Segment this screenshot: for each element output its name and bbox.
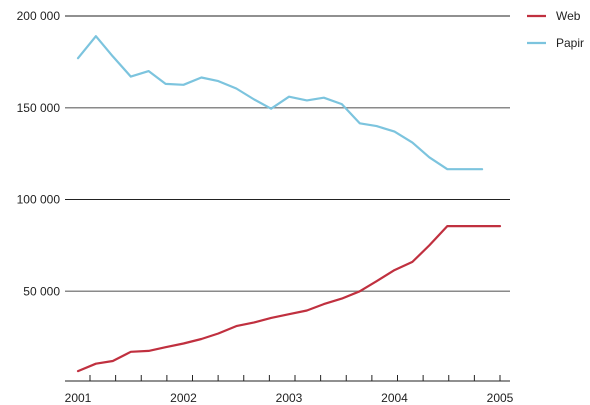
series-line-web bbox=[76, 225, 502, 373]
legend-label-web: Web bbox=[556, 9, 581, 23]
gridlines bbox=[65, 15, 510, 292]
y-axis-labels: 200 000 150 000 100 000 50 000 bbox=[17, 9, 61, 298]
legend: Web Papir bbox=[527, 9, 584, 50]
x-tick-label: 2004 bbox=[381, 391, 408, 405]
x-tick-label: 2003 bbox=[276, 391, 303, 405]
y-tick-label: 50 000 bbox=[23, 284, 60, 298]
y-tick-label: 150 000 bbox=[17, 101, 61, 115]
x-tick-label: 2001 bbox=[65, 391, 92, 405]
x-minor-ticks bbox=[89, 375, 501, 381]
x-tick-label: 2005 bbox=[487, 391, 514, 405]
legend-label-papir: Papir bbox=[556, 36, 584, 50]
series-lines bbox=[76, 35, 502, 373]
x-axis-labels: 2001 2002 2003 2004 2005 bbox=[65, 391, 514, 405]
y-tick-label: 200 000 bbox=[17, 9, 61, 23]
y-tick-label: 100 000 bbox=[17, 193, 61, 207]
x-tick-label: 2002 bbox=[170, 391, 197, 405]
series-line-papir bbox=[76, 35, 484, 171]
